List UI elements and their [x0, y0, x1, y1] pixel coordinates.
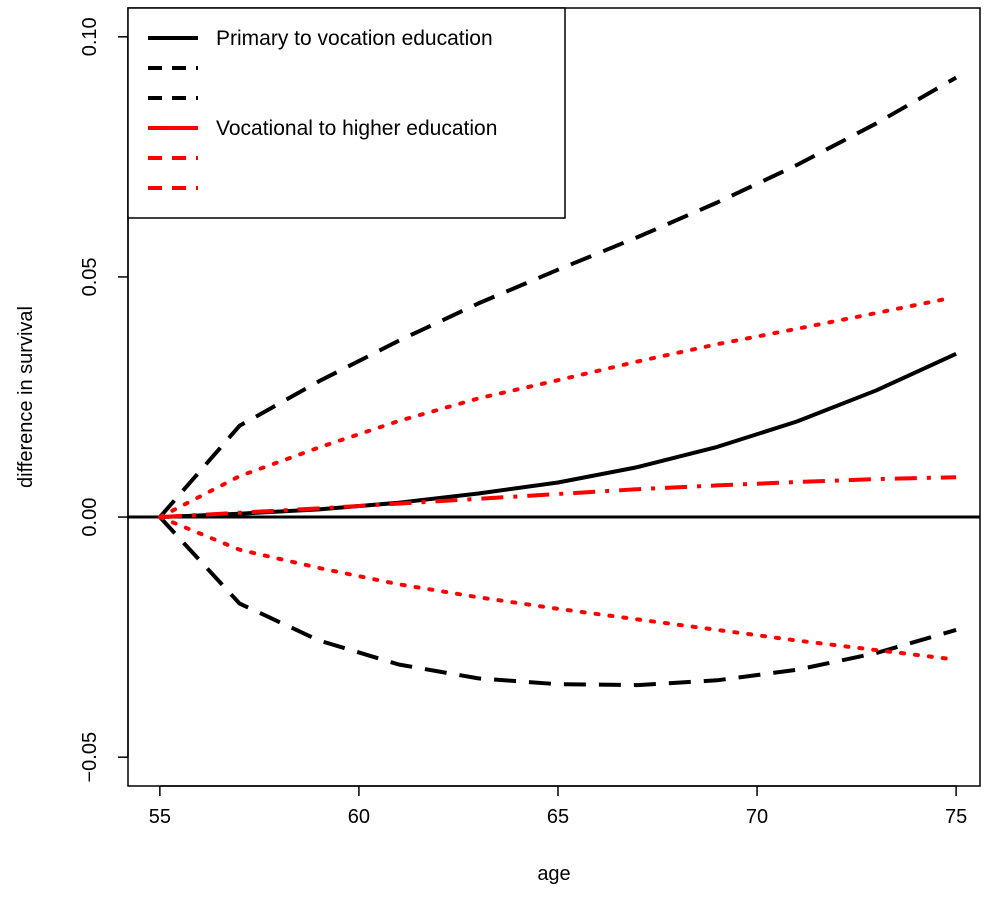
x-tick-label: 65 [547, 806, 569, 828]
series-line-1 [159, 351, 957, 520]
legend-box [127, 7, 566, 219]
x-tick-label: 75 [945, 806, 967, 828]
series-line-2 [158, 75, 958, 519]
y-axis: −0.05 0.00 0.05 0.10 [79, 17, 129, 783]
series-line-5 [157, 296, 951, 520]
x-tick-label: 70 [746, 806, 768, 828]
series-line-6 [157, 515, 951, 661]
legend: Primary to vocation education Vocational … [127, 7, 566, 219]
y-tick-label: −0.05 [79, 732, 101, 783]
x-axis-label: age [537, 863, 570, 885]
series-line-4 [159, 475, 957, 520]
x-axis: 55 60 65 70 75 [149, 785, 967, 828]
y-tick-label: 0.10 [79, 17, 101, 56]
y-axis-label: difference in survival [15, 306, 37, 488]
series-line-3 [158, 515, 957, 688]
plot-lines [128, 75, 980, 688]
legend-label-1: Primary to vocation education [216, 27, 493, 50]
y-tick-label: 0.00 [79, 498, 101, 537]
legend-label-4: Vocational to higher education [216, 117, 497, 140]
x-tick-label: 60 [348, 806, 370, 828]
x-tick-label: 55 [149, 806, 171, 828]
y-tick-label: 0.05 [79, 257, 101, 296]
